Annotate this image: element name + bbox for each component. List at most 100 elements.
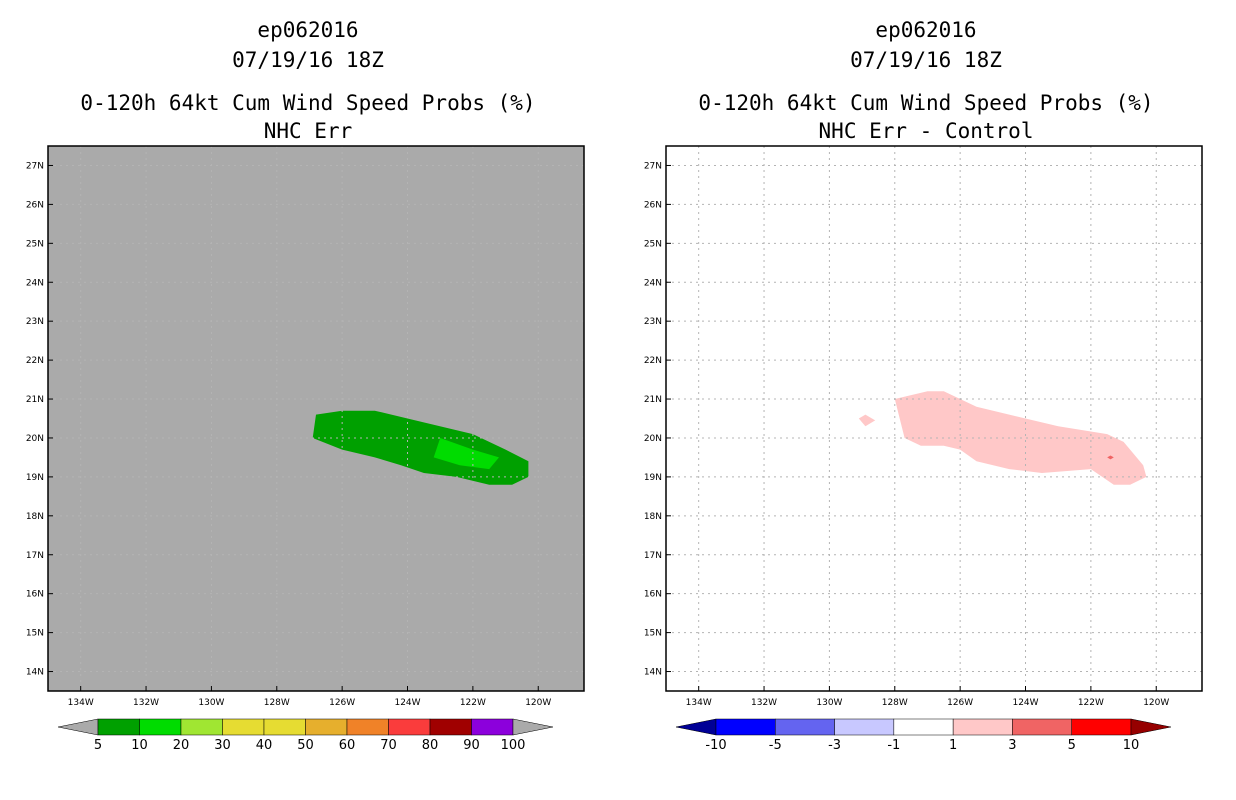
right-gridlines bbox=[666, 146, 1202, 691]
left-gridlines bbox=[48, 146, 584, 691]
tick-label-lat: 22N bbox=[644, 356, 662, 366]
right-lon-ticks: 134W 132W 130W 128W 126W 124W 122W 120W bbox=[686, 686, 1169, 708]
colorbar-label: 50 bbox=[297, 738, 314, 753]
tick-label-lat: 16N bbox=[26, 590, 44, 600]
colorbar-label: 30 bbox=[214, 738, 231, 753]
right-colorbar: -10 -5 -3 -1 1 3 5 10 bbox=[675, 718, 1172, 753]
tick-label-lat: 18N bbox=[644, 512, 662, 522]
tick-label-lon: 130W bbox=[198, 698, 224, 708]
right-title-datetime: 07/19/16 18Z bbox=[850, 48, 1002, 72]
right-title-subtitle: NHC Err - Control bbox=[819, 119, 1034, 143]
left-title-datetime: 07/19/16 18Z bbox=[232, 48, 384, 72]
left-contour-regions bbox=[312, 410, 529, 485]
tick-label-lon: 128W bbox=[882, 698, 908, 708]
tick-label-lat: 25N bbox=[644, 239, 662, 249]
colorbar-over-triangle bbox=[1130, 718, 1172, 736]
tick-label-lat: 16N bbox=[644, 590, 662, 600]
tick-label-lon: 124W bbox=[394, 698, 420, 708]
right-map-frame bbox=[665, 145, 1203, 692]
tick-label-lon: 134W bbox=[686, 698, 712, 708]
left-colorbar: 5 10 20 30 40 50 60 70 80 90 100 bbox=[57, 718, 554, 753]
tick-label-lat: 24N bbox=[644, 278, 662, 288]
tick-label-lon: 122W bbox=[460, 698, 486, 708]
tick-label-lon: 134W bbox=[68, 698, 94, 708]
colorbar-label: 80 bbox=[422, 738, 439, 753]
colorbar-box bbox=[346, 718, 389, 736]
contour-region-3-5 bbox=[1107, 455, 1114, 460]
colorbar-label: 10 bbox=[1123, 738, 1140, 753]
left-lat-ticks: 27N 26N 25N 24N 23N 22N 21N 20N 19N 18N 17N 16N 15N 1… bbox=[26, 161, 53, 678]
colorbar-box bbox=[97, 718, 140, 736]
colorbar-box bbox=[1071, 718, 1132, 736]
left-map-frame bbox=[47, 145, 585, 692]
left-title-storm-id: ep062016 bbox=[257, 18, 358, 42]
tick-label-lat: 17N bbox=[26, 551, 44, 561]
tick-label-lat: 18N bbox=[26, 512, 44, 522]
tick-label-lat: 20N bbox=[26, 434, 44, 444]
tick-label-lat: 26N bbox=[644, 200, 662, 210]
colorbar-label: 40 bbox=[256, 738, 273, 753]
colorbar-box bbox=[222, 718, 265, 736]
tick-label-lat: 23N bbox=[26, 317, 44, 327]
tick-label-lon: 120W bbox=[525, 698, 551, 708]
colorbar-label: 5 bbox=[94, 738, 102, 753]
colorbar-over-triangle bbox=[512, 718, 554, 736]
tick-label-lon: 132W bbox=[133, 698, 159, 708]
tick-label-lat: 27N bbox=[644, 161, 662, 171]
colorbar-box bbox=[388, 718, 431, 736]
tick-label-lat: 21N bbox=[644, 395, 662, 405]
colorbar-box bbox=[775, 718, 835, 736]
tick-label-lat: 20N bbox=[644, 434, 662, 444]
tick-label-lon: 126W bbox=[329, 698, 355, 708]
tick-label-lat: 15N bbox=[644, 629, 662, 639]
tick-label-lat: 14N bbox=[26, 668, 44, 678]
colorbar-box bbox=[139, 718, 182, 736]
tick-label-lat: 26N bbox=[26, 200, 44, 210]
right-panel: ep062016 07/19/16 18Z 0-120h 64kt Cum Wi… bbox=[644, 18, 1203, 753]
colorbar-label: -3 bbox=[828, 738, 841, 753]
left-panel: ep062016 07/19/16 18Z 0-120h 64kt Cum Wi… bbox=[26, 18, 585, 753]
right-title-product: 0-120h 64kt Cum Wind Speed Probs (%) bbox=[698, 91, 1153, 115]
colorbar-label: 1 bbox=[949, 738, 957, 753]
right-lat-ticks: 27N 26N 25N 24N 23N 22N 21N 20N 19N 18N 17N 16N 15N 1… bbox=[644, 161, 671, 678]
tick-label-lat: 21N bbox=[26, 395, 44, 405]
tick-label-lon: 130W bbox=[816, 698, 842, 708]
colorbar-under-triangle bbox=[675, 718, 717, 736]
tick-label-lat: 22N bbox=[26, 356, 44, 366]
tick-label-lon: 126W bbox=[947, 698, 973, 708]
tick-label-lat: 25N bbox=[26, 239, 44, 249]
tick-label-lat: 27N bbox=[26, 161, 44, 171]
colorbar-box bbox=[263, 718, 306, 736]
colorbar-box bbox=[1012, 718, 1072, 736]
colorbar-label: 100 bbox=[501, 738, 526, 753]
colorbar-label: 10 bbox=[131, 738, 148, 753]
colorbar-label: -1 bbox=[887, 738, 900, 753]
colorbar-label: 3 bbox=[1008, 738, 1016, 753]
colorbar-label: 20 bbox=[173, 738, 190, 753]
colorbar-label: -10 bbox=[705, 738, 726, 753]
colorbar-under-triangle bbox=[57, 718, 99, 736]
tick-label-lon: 132W bbox=[751, 698, 777, 708]
left-title-subtitle: NHC Err bbox=[264, 119, 353, 143]
tick-label-lat: 19N bbox=[644, 473, 662, 483]
colorbar-label: 90 bbox=[463, 738, 480, 753]
tick-label-lat: 15N bbox=[26, 629, 44, 639]
colorbar-box bbox=[180, 718, 223, 736]
tick-label-lon: 120W bbox=[1143, 698, 1169, 708]
left-title-product: 0-120h 64kt Cum Wind Speed Probs (%) bbox=[80, 91, 535, 115]
colorbar-box bbox=[715, 718, 776, 736]
colorbar-box bbox=[471, 718, 514, 736]
tick-label-lat: 14N bbox=[644, 668, 662, 678]
tick-label-lon: 128W bbox=[264, 698, 290, 708]
right-title-storm-id: ep062016 bbox=[875, 18, 976, 42]
colorbar-label: 60 bbox=[339, 738, 356, 753]
tick-label-lat: 19N bbox=[26, 473, 44, 483]
tick-label-lon: 124W bbox=[1012, 698, 1038, 708]
contour-region-1-3 bbox=[858, 414, 876, 427]
contour-region-10-20 bbox=[433, 438, 499, 470]
colorbar-box bbox=[429, 718, 472, 736]
colorbar-box bbox=[834, 718, 895, 736]
tick-label-lat: 24N bbox=[26, 278, 44, 288]
left-lon-ticks: 134W 132W 130W 128W 126W 124W 122W 120W bbox=[68, 686, 551, 708]
